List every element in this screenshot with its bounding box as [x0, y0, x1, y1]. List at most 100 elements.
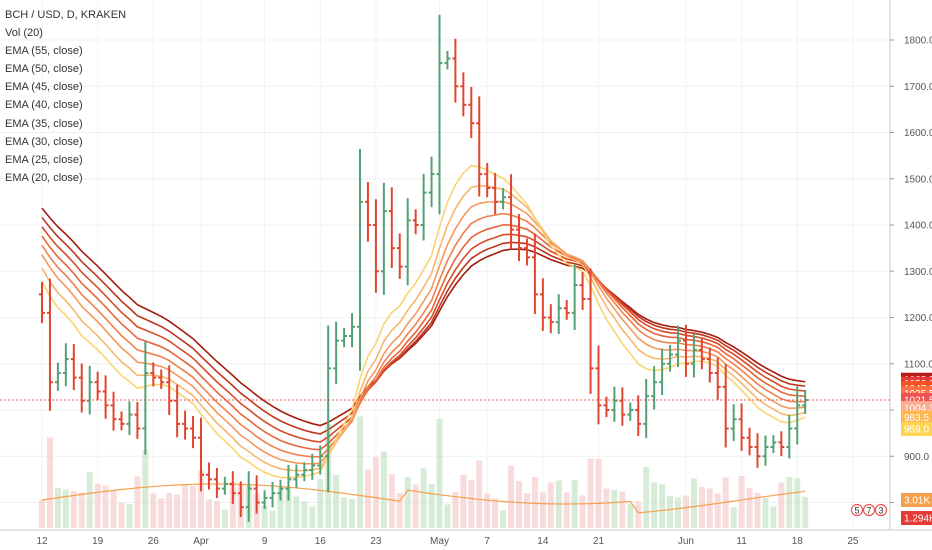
volume-bar — [563, 492, 570, 528]
volume-bar — [651, 482, 658, 528]
volume-bar — [531, 477, 538, 528]
volume-bar — [94, 484, 101, 528]
volume-bar — [476, 460, 483, 528]
volume-bar — [667, 496, 674, 528]
volume-tag-bg — [901, 511, 932, 525]
price-tag-bg — [901, 410, 932, 425]
time-tick-label: 11 — [736, 536, 747, 547]
volume-bar — [627, 503, 634, 528]
volume-bar — [190, 486, 197, 528]
time-tick-label: 21 — [593, 536, 605, 547]
volume-bar — [62, 489, 69, 528]
volume-bar — [738, 476, 745, 528]
time-tick-label: 16 — [315, 536, 327, 547]
volume-bar — [484, 493, 491, 528]
badge-label: 5 — [854, 506, 859, 516]
volume-bar — [412, 484, 419, 528]
badge-label: 7 — [866, 506, 871, 516]
volume-bar — [675, 497, 681, 528]
volume-bar — [802, 496, 809, 528]
volume-tag-bg — [901, 493, 932, 507]
volume-bar — [746, 488, 753, 528]
volume-bar — [452, 492, 459, 528]
volume-tag-label: 1.294K — [904, 514, 932, 525]
volume-bar — [86, 472, 93, 528]
volume-bar — [293, 496, 300, 528]
volume-bar — [205, 499, 212, 528]
volume-bar — [770, 506, 777, 528]
volume-bar — [277, 486, 284, 528]
legend-ema-20[interactable]: EMA (20, close) — [5, 171, 83, 184]
price-tags: 1065.51056.81047.01035.51021.51004.3983.… — [901, 372, 932, 525]
volume-bar — [635, 501, 642, 528]
legend-ema-55[interactable]: EMA (55, close) — [5, 45, 83, 58]
volume-bar — [102, 485, 109, 528]
volume-bar — [698, 487, 705, 528]
volume-bar — [508, 465, 515, 528]
volume-bar — [213, 501, 220, 528]
volume-bar — [643, 467, 650, 528]
legend-ema-25[interactable]: EMA (25, close) — [5, 153, 83, 166]
volume-bar — [500, 510, 507, 528]
volume-bar — [619, 491, 626, 528]
legend-ema-40[interactable]: EMA (40, close) — [5, 99, 83, 112]
time-tick-label: 18 — [792, 536, 804, 547]
ema-line-40 — [41, 223, 806, 451]
volume-bar — [420, 468, 427, 528]
legend-ema-35[interactable]: EMA (35, close) — [5, 117, 83, 130]
volume-bar — [39, 500, 45, 528]
badge-circle — [850, 503, 864, 517]
volume-bar — [118, 502, 125, 528]
price-tag-bg — [901, 421, 932, 436]
volume-bar — [396, 493, 403, 528]
volume-bar — [134, 476, 141, 528]
price-tick-label: 1600.0 — [904, 128, 932, 139]
volume-bar — [309, 506, 316, 528]
price-axis[interactable]: 800.0900.01000.01100.01200.01300.01400.0… — [889, 0, 932, 530]
volume-bar — [317, 479, 324, 528]
legend-symbol[interactable]: BCH / USD, D, KRAKEN — [5, 9, 127, 21]
volume-bar — [587, 458, 594, 528]
volume-bar — [547, 482, 554, 528]
volume-bar — [706, 488, 713, 528]
ema-line-50 — [41, 216, 806, 435]
volume-ma-path — [41, 483, 806, 514]
legend-ema-50[interactable]: EMA (50, close) — [5, 63, 83, 76]
volume-tag-label: 3.01K — [904, 496, 930, 507]
time-tick-label: Jun — [678, 536, 694, 547]
time-tick-label: 12 — [36, 536, 48, 547]
indicator-legend: BCH / USD, D, KRAKEN Vol (20) EMA (55, c… — [5, 6, 126, 187]
volume-bar — [372, 457, 379, 528]
volume-bar — [659, 484, 666, 528]
time-tick-label: 9 — [262, 536, 268, 547]
time-tick-label: 19 — [92, 536, 104, 547]
price-tick-label: 1800.0 — [904, 36, 932, 47]
volume-bar — [142, 450, 149, 528]
legend-ema-30[interactable]: EMA (30, close) — [5, 135, 83, 148]
volume-bar — [690, 478, 697, 528]
volume-bar — [492, 498, 499, 528]
volume-bar — [54, 488, 61, 528]
time-tick-label: 25 — [847, 536, 859, 547]
price-tick-label: 1300.0 — [904, 267, 932, 278]
price-tick-label: 1500.0 — [904, 174, 932, 185]
volume-bar — [341, 497, 348, 528]
volume-bar — [261, 505, 268, 528]
volume-bar — [70, 491, 77, 528]
time-axis[interactable]: 12 19 26 Apr 9 16 23 May 7 14 21 Jun 11 18 25 — [0, 529, 932, 547]
volume-bar — [516, 481, 522, 528]
volume-bar — [682, 495, 689, 528]
volume-bar — [539, 492, 546, 528]
legend-ema-45[interactable]: EMA (45, close) — [5, 81, 83, 94]
volume-bar — [523, 493, 530, 528]
time-tick-label: 14 — [537, 536, 549, 547]
legend-volume[interactable]: Vol (20) — [5, 27, 43, 40]
volume-bar — [333, 475, 340, 528]
volume-bar — [269, 510, 276, 528]
volume-bar — [198, 470, 204, 528]
volume-bar — [182, 484, 189, 528]
volume-bar — [285, 488, 292, 528]
price-tag: 983.5 — [901, 410, 932, 425]
